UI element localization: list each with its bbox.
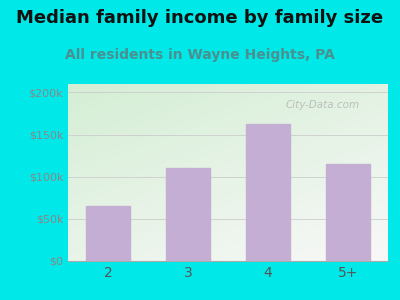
Bar — [86, 206, 130, 261]
Text: City-Data.com: City-Data.com — [286, 100, 360, 110]
Bar — [246, 124, 290, 261]
Text: Median family income by family size: Median family income by family size — [16, 9, 384, 27]
Bar — [166, 168, 210, 261]
Bar — [326, 164, 370, 261]
Text: All residents in Wayne Heights, PA: All residents in Wayne Heights, PA — [65, 48, 335, 62]
